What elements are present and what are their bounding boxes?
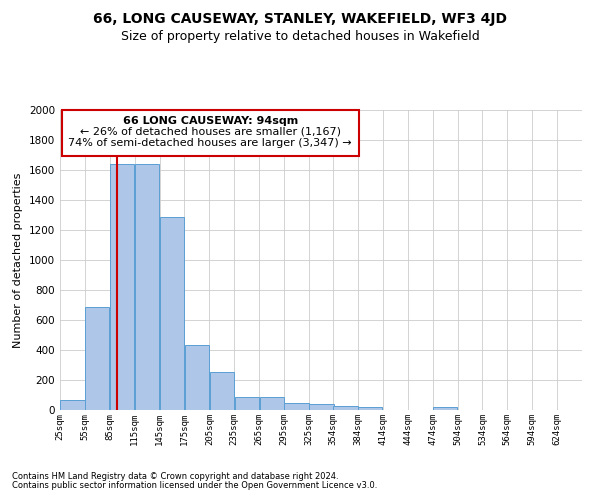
Bar xyxy=(334,406,358,410)
Text: Contains public sector information licensed under the Open Government Licence v3: Contains public sector information licen… xyxy=(12,481,377,490)
Bar xyxy=(235,396,259,410)
Text: 66, LONG CAUSEWAY, STANLEY, WAKEFIELD, WF3 4JD: 66, LONG CAUSEWAY, STANLEY, WAKEFIELD, W… xyxy=(93,12,507,26)
FancyBboxPatch shape xyxy=(62,110,359,156)
Text: Size of property relative to detached houses in Wakefield: Size of property relative to detached ho… xyxy=(121,30,479,43)
Y-axis label: Number of detached properties: Number of detached properties xyxy=(13,172,23,348)
Bar xyxy=(309,404,334,410)
Bar xyxy=(185,345,209,410)
Text: 74% of semi-detached houses are larger (3,347) →: 74% of semi-detached houses are larger (… xyxy=(68,138,352,147)
Bar xyxy=(358,407,382,410)
Bar xyxy=(160,217,184,410)
Bar xyxy=(85,306,109,410)
Text: ← 26% of detached houses are smaller (1,167): ← 26% of detached houses are smaller (1,… xyxy=(80,126,341,136)
Bar xyxy=(284,402,308,410)
Bar xyxy=(110,164,134,410)
Bar xyxy=(135,164,159,410)
Text: 66 LONG CAUSEWAY: 94sqm: 66 LONG CAUSEWAY: 94sqm xyxy=(122,116,298,126)
Bar xyxy=(433,407,457,410)
Text: Contains HM Land Registry data © Crown copyright and database right 2024.: Contains HM Land Registry data © Crown c… xyxy=(12,472,338,481)
Bar xyxy=(61,400,85,410)
Bar xyxy=(260,396,284,410)
Bar xyxy=(210,372,234,410)
